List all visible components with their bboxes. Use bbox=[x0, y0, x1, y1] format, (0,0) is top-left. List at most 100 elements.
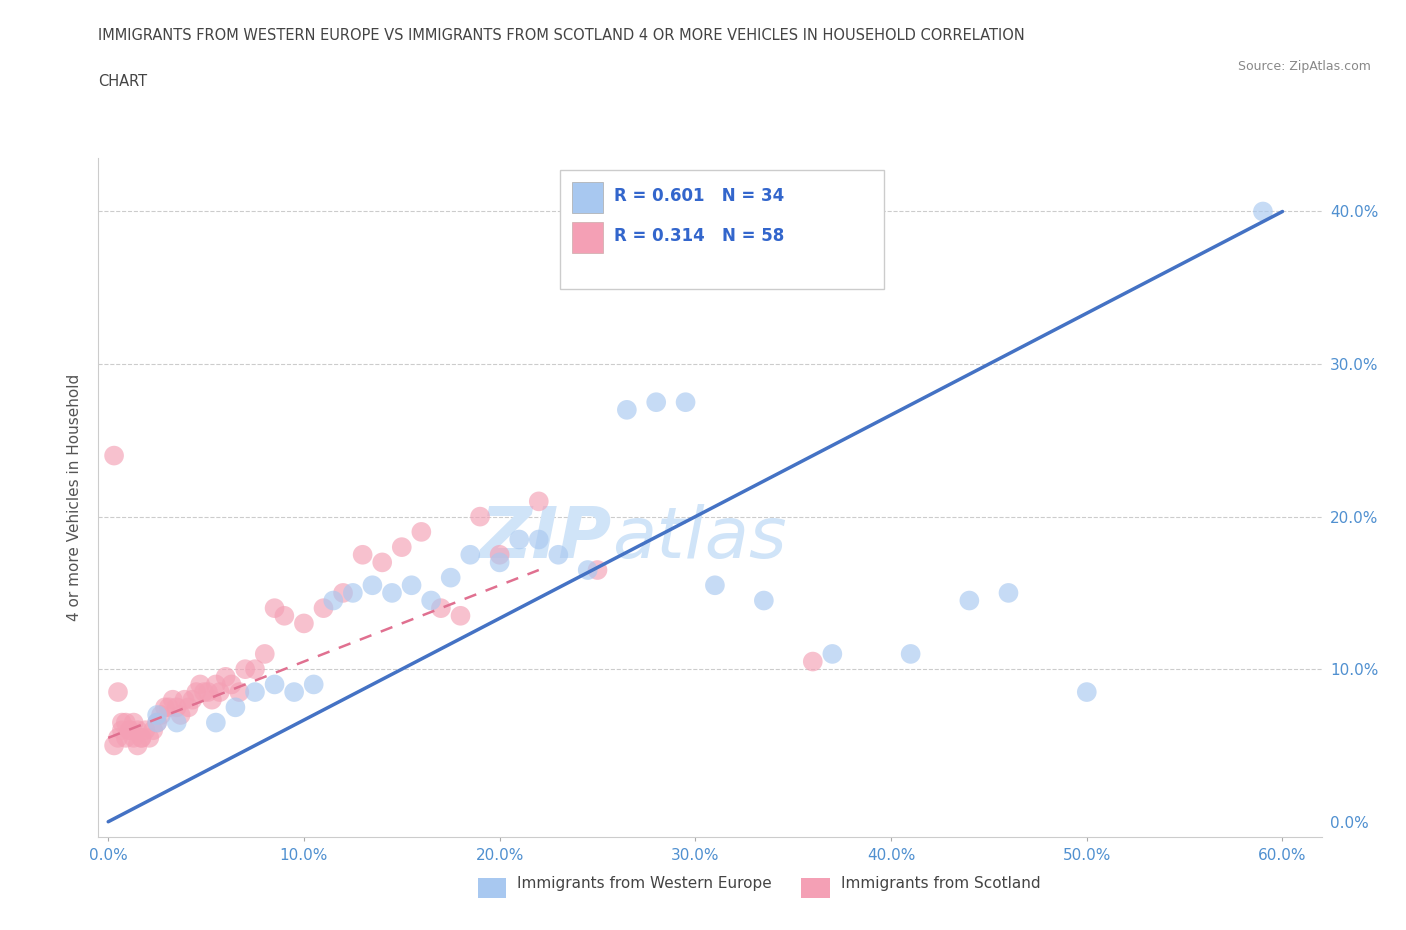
Point bbox=[273, 608, 295, 623]
Point bbox=[188, 677, 211, 692]
Point bbox=[193, 684, 215, 699]
Point bbox=[312, 601, 335, 616]
Y-axis label: 4 or more Vehicles in Household: 4 or more Vehicles in Household bbox=[67, 374, 83, 621]
Point bbox=[440, 570, 463, 585]
Point bbox=[162, 692, 184, 707]
Point bbox=[118, 723, 141, 737]
Point bbox=[997, 586, 1019, 601]
Point bbox=[401, 578, 423, 592]
Point bbox=[205, 677, 228, 692]
Point bbox=[111, 715, 134, 730]
Point bbox=[166, 700, 188, 715]
Point bbox=[430, 601, 453, 616]
Text: R = 0.314   N = 58: R = 0.314 N = 58 bbox=[614, 227, 785, 245]
Point bbox=[214, 670, 236, 684]
Point bbox=[361, 578, 384, 592]
Point bbox=[131, 730, 153, 745]
Point bbox=[527, 494, 550, 509]
Point bbox=[122, 715, 145, 730]
Point bbox=[900, 646, 922, 661]
Point bbox=[114, 730, 136, 745]
Point bbox=[169, 708, 191, 723]
Text: Source: ZipAtlas.com: Source: ZipAtlas.com bbox=[1237, 60, 1371, 73]
Text: IMMIGRANTS FROM WESTERN EUROPE VS IMMIGRANTS FROM SCOTLAND 4 OR MORE VEHICLES IN: IMMIGRANTS FROM WESTERN EUROPE VS IMMIGR… bbox=[98, 28, 1025, 43]
Point bbox=[243, 684, 266, 699]
Point bbox=[107, 684, 129, 699]
Point bbox=[233, 662, 256, 677]
Text: Immigrants from Western Europe: Immigrants from Western Europe bbox=[517, 875, 772, 891]
Point bbox=[292, 616, 315, 631]
Point bbox=[801, 654, 824, 669]
Point bbox=[142, 723, 165, 737]
Point bbox=[752, 593, 775, 608]
Point bbox=[450, 608, 472, 623]
Point bbox=[561, 196, 583, 211]
Point bbox=[527, 532, 550, 547]
Point bbox=[253, 646, 276, 661]
Point bbox=[1251, 204, 1274, 219]
Point bbox=[103, 448, 125, 463]
Point bbox=[703, 578, 725, 592]
Point bbox=[127, 723, 149, 737]
Point bbox=[111, 723, 134, 737]
Point bbox=[675, 394, 697, 409]
Point bbox=[150, 708, 173, 723]
Text: Immigrants from Scotland: Immigrants from Scotland bbox=[841, 875, 1040, 891]
Point bbox=[107, 730, 129, 745]
Point bbox=[205, 715, 228, 730]
Point bbox=[228, 684, 250, 699]
Point bbox=[138, 730, 160, 745]
Point bbox=[134, 723, 156, 737]
Point bbox=[645, 394, 668, 409]
Point bbox=[586, 563, 609, 578]
Text: R = 0.601   N = 34: R = 0.601 N = 34 bbox=[614, 187, 785, 205]
Point bbox=[173, 692, 195, 707]
Point bbox=[181, 692, 204, 707]
Point bbox=[186, 684, 208, 699]
Point bbox=[352, 548, 374, 563]
Point bbox=[458, 548, 481, 563]
Point bbox=[146, 715, 169, 730]
Point bbox=[201, 692, 224, 707]
Point bbox=[302, 677, 325, 692]
Point bbox=[224, 700, 246, 715]
Point bbox=[114, 715, 136, 730]
Point bbox=[547, 548, 569, 563]
Point bbox=[411, 525, 433, 539]
Point bbox=[576, 563, 599, 578]
Point bbox=[157, 700, 180, 715]
Point bbox=[616, 403, 638, 418]
Point bbox=[166, 715, 188, 730]
Point bbox=[122, 730, 145, 745]
Point bbox=[332, 586, 354, 601]
Point bbox=[488, 548, 510, 563]
Point bbox=[243, 662, 266, 677]
Point bbox=[381, 586, 404, 601]
Point bbox=[371, 555, 394, 570]
Text: atlas: atlas bbox=[612, 504, 787, 573]
Point bbox=[957, 593, 980, 608]
Point bbox=[118, 723, 141, 737]
Point bbox=[221, 677, 243, 692]
Point bbox=[821, 646, 844, 661]
Point bbox=[342, 586, 364, 601]
Point bbox=[103, 738, 125, 753]
Point bbox=[263, 677, 285, 692]
Point bbox=[153, 700, 176, 715]
Point bbox=[177, 700, 200, 715]
Point bbox=[146, 715, 169, 730]
Point bbox=[322, 593, 344, 608]
Point bbox=[391, 539, 413, 554]
Point bbox=[420, 593, 443, 608]
Text: ZIP: ZIP bbox=[479, 504, 612, 573]
Point bbox=[127, 738, 149, 753]
Point bbox=[208, 684, 231, 699]
Text: CHART: CHART bbox=[98, 74, 148, 89]
Point bbox=[263, 601, 285, 616]
Point bbox=[146, 708, 169, 723]
Point bbox=[283, 684, 305, 699]
Point bbox=[508, 532, 530, 547]
Point bbox=[131, 730, 153, 745]
Point bbox=[197, 684, 219, 699]
Point bbox=[468, 510, 491, 525]
